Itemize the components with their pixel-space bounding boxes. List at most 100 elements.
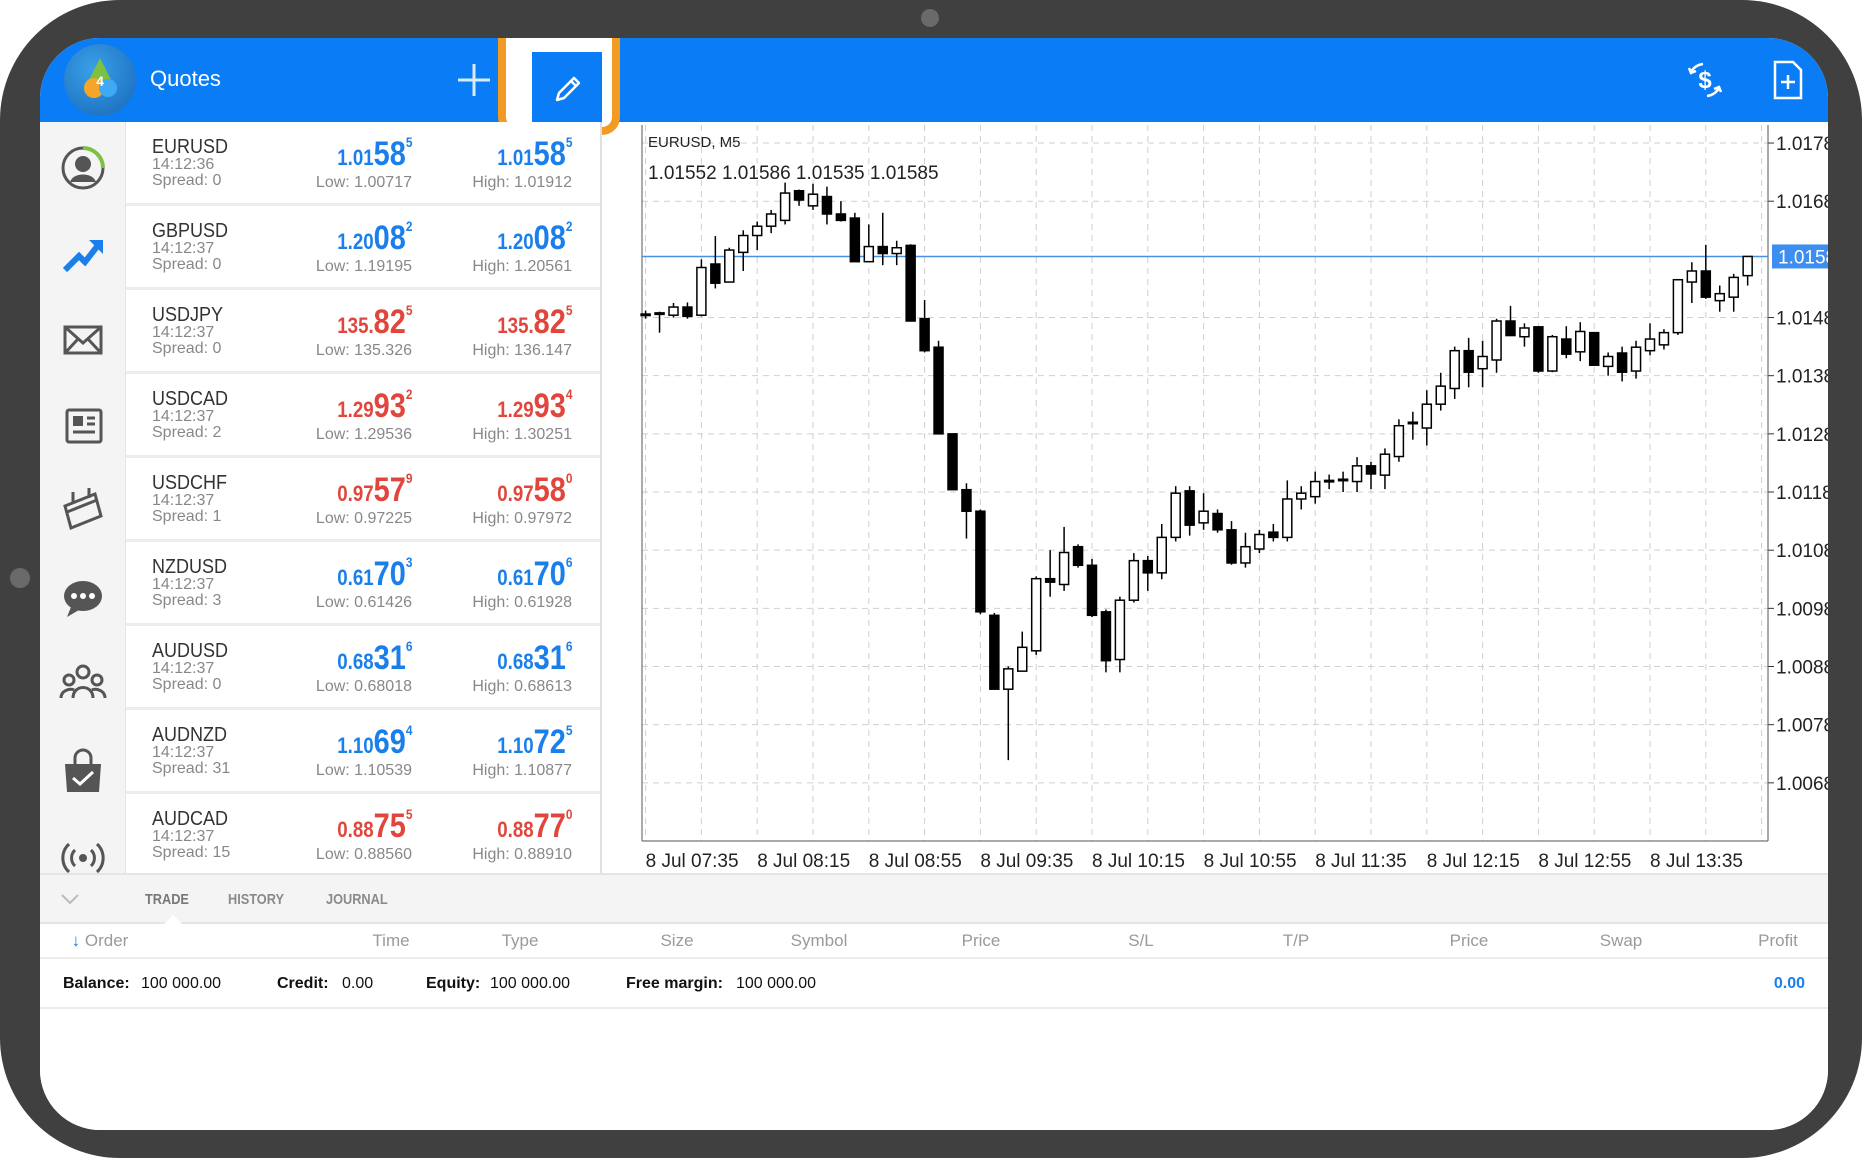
sidebar-item-chat[interactable] [59,574,107,622]
column-header-price-current[interactable]: Price [1449,931,1489,950]
candle-bullish [1156,536,1167,574]
quote-row-audcad[interactable]: AUDCAD 14:12:37 Spread: 15 0.88755 0.887… [126,794,600,873]
candle-bullish [1742,255,1753,277]
candle-bearish [640,313,651,317]
column-header-tp[interactable]: T/P [1282,931,1310,950]
candle-bearish [919,317,930,352]
currency-exchange-button[interactable]: $ [1683,58,1727,102]
candle-bearish [835,213,847,222]
quote-row-nzdusd[interactable]: NZDUSD 14:12:37 Spread: 3 0.61703 0.6170… [126,542,600,626]
high-price: High: 0.88910 [472,846,572,863]
profit-value: 0.00 [1773,975,1805,992]
candle-bearish [975,510,986,613]
low-price: Low: 0.68018 [315,678,412,695]
column-header-price[interactable]: Price [961,931,1001,950]
quote-row-gbpusd[interactable]: GBPUSD 14:12:37 Spread: 0 1.20082 1.2008… [126,206,600,290]
spread: Spread: 2 [152,424,222,441]
tab-trade[interactable]: TRADE [145,891,189,908]
candlestick-chart[interactable]: 1.01780 1.01680 1.01480 1.01380 1.01280 1.011… [602,125,1828,873]
tab-journal[interactable]: JOURNAL [326,891,388,908]
candle-bullish [1407,421,1419,425]
ask-price: 1.10725 [496,722,572,761]
quote-time: 14:12:37 [152,240,215,257]
spread: Spread: 0 [152,676,222,693]
quote-row-audusd[interactable]: AUDUSD 14:12:37 Spread: 0 0.68316 0.6831… [126,626,600,710]
svg-text:4: 4 [96,73,104,89]
high-price: High: 1.10877 [472,762,572,779]
top-bar: 4 Quotes $ [40,38,1828,135]
candle-bullish [1198,510,1209,524]
quote-row-audnzd[interactable]: AUDNZD 14:12:37 Spread: 31 1.10694 1.107… [126,710,600,794]
candle-bearish [821,195,833,215]
ohlc-readout: 1.01552 1.01586 1.01535 1.01585 [648,163,939,184]
candle-bearish [1561,338,1572,355]
x-tick-label: 8 Jul 10:15 [1092,851,1185,872]
y-tick-label: 1.01280 [1776,425,1828,446]
high-price: High: 1.20561 [472,258,572,275]
new-order-button[interactable] [1765,58,1809,102]
candle-bullish [891,246,902,255]
free-margin-value: 100 000.00 [736,975,817,992]
quote-row-eurusd[interactable]: EURUSD 14:12:36 Spread: 0 1.01585 1.0158… [126,122,600,206]
candle-bullish [1672,278,1684,334]
candle-bearish [1533,326,1544,372]
add-symbol-button[interactable] [454,60,494,100]
quote-time: 14:12:37 [152,660,215,677]
quote-row-usdcad[interactable]: USDCAD 14:12:37 Spread: 2 1.29932 1.2993… [126,374,600,458]
x-tick-label: 8 Jul 08:55 [869,851,962,872]
sidebar-item-market[interactable] [59,748,107,796]
balance-label: Balance: [63,975,130,992]
column-header-type[interactable]: Type [501,931,539,950]
candle-bullish [1337,478,1349,482]
column-header-swap[interactable]: Swap [1599,931,1643,950]
edit-button[interactable] [532,52,602,126]
side-button [10,568,30,588]
y-tick-label: 1.01780 [1776,134,1828,155]
svg-text:$: $ [1698,67,1712,94]
candle-bearish [1142,559,1154,574]
chart-panel[interactable]: 1.01780 1.01680 1.01480 1.01380 1.01280 1.011… [602,125,1828,873]
column-header-sl[interactable]: S/L [1128,931,1154,950]
sidebar-item-community[interactable] [59,658,107,706]
sidebar [40,122,126,874]
sidebar-item-calendar[interactable] [59,486,107,534]
spread: Spread: 0 [152,172,222,189]
quote-row-usdchf[interactable]: USDCHF 14:12:37 Spread: 1 0.97579 0.9758… [126,458,600,542]
spread: Spread: 3 [152,592,222,609]
highlight-frame [498,38,620,135]
quote-row-usdjpy[interactable]: USDJPY 14:12:37 Spread: 0 135.825 135.82… [126,290,600,374]
candle-bullish [1017,646,1028,672]
column-header-time[interactable]: Time [372,931,410,950]
candle-bearish [989,614,1000,690]
sidebar-item-account[interactable] [59,144,107,192]
low-price: Low: 0.61426 [315,594,412,611]
sidebar-item-chart[interactable] [59,230,107,278]
signal-icon [61,842,105,874]
chart-symbol-title: EURUSD, M5 [648,134,741,151]
candle-bullish [1003,668,1014,690]
high-price: High: 1.30251 [472,426,572,443]
chevron-down-icon[interactable] [60,891,80,907]
y-tick-label: 1.00880 [1776,658,1828,679]
candle-bullish [1351,465,1363,483]
sidebar-item-signals[interactable] [59,834,107,882]
candle-bearish [933,346,944,435]
bid-price: 0.88755 [336,806,412,845]
symbol-name: AUDNZD [152,724,228,746]
ask-price: 0.88770 [496,806,572,845]
symbol-name: NZDUSD [152,556,228,578]
quote-time: 14:12:37 [152,576,215,593]
tab-history[interactable]: HISTORY [228,891,284,908]
column-header-profit[interactable]: Profit [1758,931,1798,950]
candle-bearish [905,244,916,322]
column-header-symbol[interactable]: Symbol [790,931,848,950]
low-price: Low: 1.19195 [315,258,412,275]
column-header-size[interactable]: Size [660,931,694,950]
sidebar-item-news[interactable] [59,402,107,450]
candle-bullish [1449,349,1460,390]
sidebar-item-mail[interactable] [59,316,107,364]
column-header-order[interactable]: ↓ Order [71,931,129,950]
candle-bullish [1602,355,1614,368]
x-tick-label: 8 Jul 08:15 [757,851,850,872]
candle-bearish [1365,465,1377,475]
